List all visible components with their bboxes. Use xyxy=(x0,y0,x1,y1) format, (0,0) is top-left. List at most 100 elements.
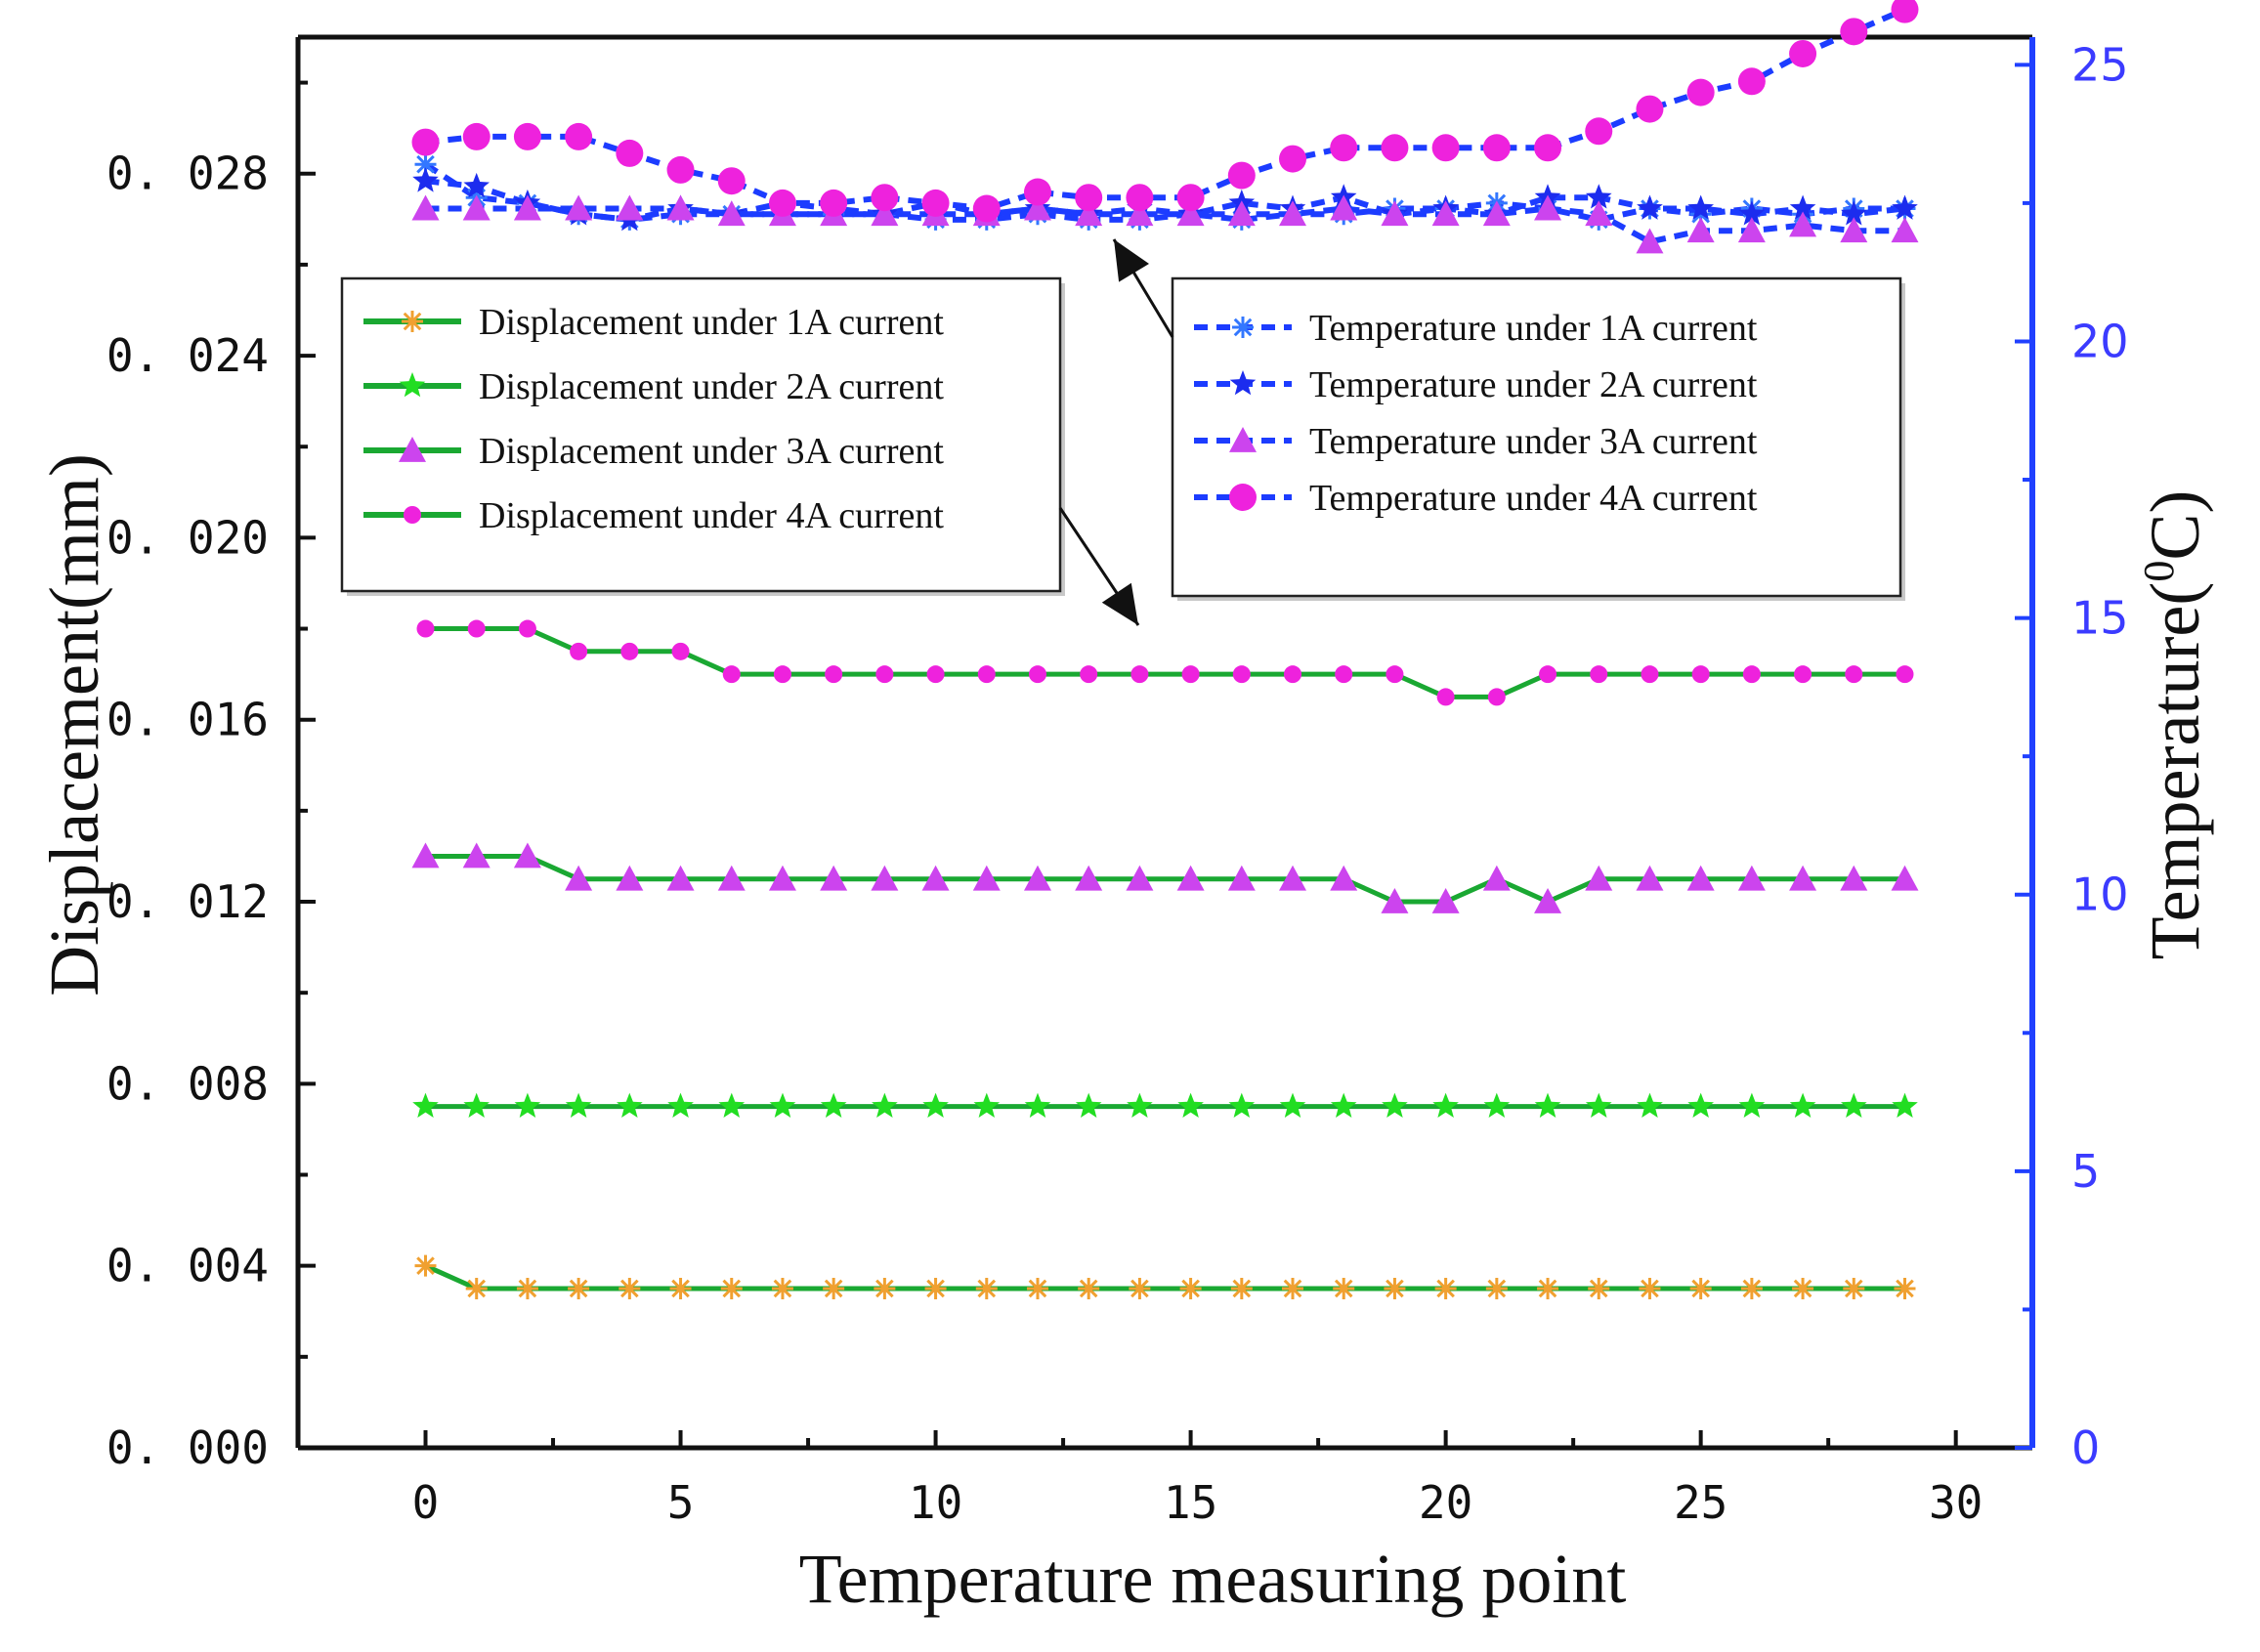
data-point xyxy=(1381,134,1409,162)
data-point xyxy=(1789,211,1817,237)
data-point xyxy=(1894,1277,1916,1299)
data-point xyxy=(773,665,791,684)
data-point xyxy=(1126,184,1154,212)
data-point xyxy=(666,194,695,221)
data-point xyxy=(618,1277,641,1299)
data-point xyxy=(1232,665,1251,684)
y2-tick-label: 15 xyxy=(2071,592,2129,645)
data-point xyxy=(1789,865,1817,891)
series-layer xyxy=(411,0,1919,1299)
data-point xyxy=(717,200,746,227)
data-point xyxy=(1537,1277,1559,1299)
data-point xyxy=(1126,865,1154,891)
data-point xyxy=(1686,217,1715,243)
data-point xyxy=(414,1254,437,1277)
data-point xyxy=(411,842,440,868)
legend-swatch-marker xyxy=(404,506,421,524)
y2-axis-label-prefix: Temperature( xyxy=(2136,582,2214,960)
data-point xyxy=(1482,865,1511,891)
y2-tick-label: 20 xyxy=(2071,315,2129,367)
data-point xyxy=(616,865,644,891)
data-point xyxy=(1789,1092,1816,1118)
data-point xyxy=(1227,200,1256,227)
data-point xyxy=(1534,134,1562,162)
y-tick-label: 0. 016 xyxy=(107,694,269,746)
data-point xyxy=(1794,665,1812,684)
plot-frame xyxy=(295,34,2035,1451)
data-point xyxy=(1487,688,1506,706)
legend-layer: Displacement under 1A current Displacemen… xyxy=(340,276,1905,601)
data-point xyxy=(1737,67,1766,96)
data-point xyxy=(1841,1092,1867,1118)
data-point xyxy=(1738,200,1766,226)
data-point xyxy=(1227,161,1256,190)
data-point xyxy=(820,865,848,891)
data-point xyxy=(1075,1092,1102,1118)
series-line xyxy=(425,854,1905,905)
data-point xyxy=(1840,18,1868,46)
data-point xyxy=(1382,1092,1408,1118)
data-point xyxy=(1381,888,1409,913)
y2-tick-label: 0 xyxy=(2071,1421,2100,1474)
data-point xyxy=(1483,1092,1511,1118)
data-point xyxy=(1636,865,1664,891)
data-point xyxy=(1737,217,1766,243)
data-point xyxy=(768,865,796,891)
data-point xyxy=(771,1277,793,1299)
data-point xyxy=(465,1277,488,1299)
data-point xyxy=(1279,145,1307,173)
y-tick-label: 0. 024 xyxy=(107,329,269,382)
data-point xyxy=(1228,1092,1256,1118)
data-point xyxy=(973,1092,1001,1118)
y2-tick-label: 10 xyxy=(2071,868,2129,921)
data-point xyxy=(1181,665,1200,684)
data-point xyxy=(1539,665,1557,684)
data-point xyxy=(620,642,639,660)
data-point xyxy=(1737,865,1766,891)
x-tick-label: 20 xyxy=(1419,1476,1472,1529)
data-point xyxy=(1129,1277,1151,1299)
data-point xyxy=(1431,888,1460,913)
tick-layer: 0 5 10 15 20 25 30 0. 000 0. 004 0. 008 0. 012 0. 0… xyxy=(107,38,2129,1529)
data-point xyxy=(872,1092,898,1118)
y-tick-label: 0. 004 xyxy=(107,1240,269,1292)
data-point xyxy=(1130,665,1149,684)
y2-axis-label-superscript: 0 xyxy=(2135,561,2183,582)
series-4 xyxy=(416,619,1914,706)
data-point xyxy=(871,865,899,891)
data-point xyxy=(722,665,741,684)
data-point xyxy=(1230,1277,1253,1299)
data-point xyxy=(972,194,1001,223)
data-point xyxy=(768,189,796,217)
y-tick-label: 0. 028 xyxy=(107,148,269,200)
data-point xyxy=(565,194,593,221)
data-point xyxy=(666,155,695,184)
data-point xyxy=(1023,865,1051,891)
data-point xyxy=(1282,1277,1304,1299)
data-point xyxy=(1176,865,1205,891)
data-point xyxy=(516,1277,538,1299)
legend-label: Temperature under 4A current xyxy=(1309,478,1758,519)
data-point xyxy=(1028,665,1046,684)
data-point xyxy=(513,842,541,868)
data-point xyxy=(416,619,435,638)
data-point xyxy=(922,1092,949,1118)
arrow-to-displacement-4a xyxy=(1058,507,1140,626)
series-2 xyxy=(412,1092,1918,1118)
data-point xyxy=(1431,134,1460,162)
data-point xyxy=(820,1092,847,1118)
legend-label: Temperature under 2A current xyxy=(1309,364,1758,405)
data-point xyxy=(1738,1092,1766,1118)
data-point xyxy=(1845,665,1863,684)
data-point xyxy=(667,1092,694,1118)
data-point xyxy=(1330,1092,1357,1118)
y2-axis-label-suffix: C) xyxy=(2136,490,2214,561)
data-point xyxy=(1891,865,1919,891)
data-point xyxy=(411,128,440,156)
data-point xyxy=(513,194,541,221)
data-point xyxy=(1840,217,1868,243)
data-point xyxy=(871,184,899,212)
y2-tick-label: 5 xyxy=(2071,1145,2100,1198)
data-point xyxy=(717,167,746,195)
